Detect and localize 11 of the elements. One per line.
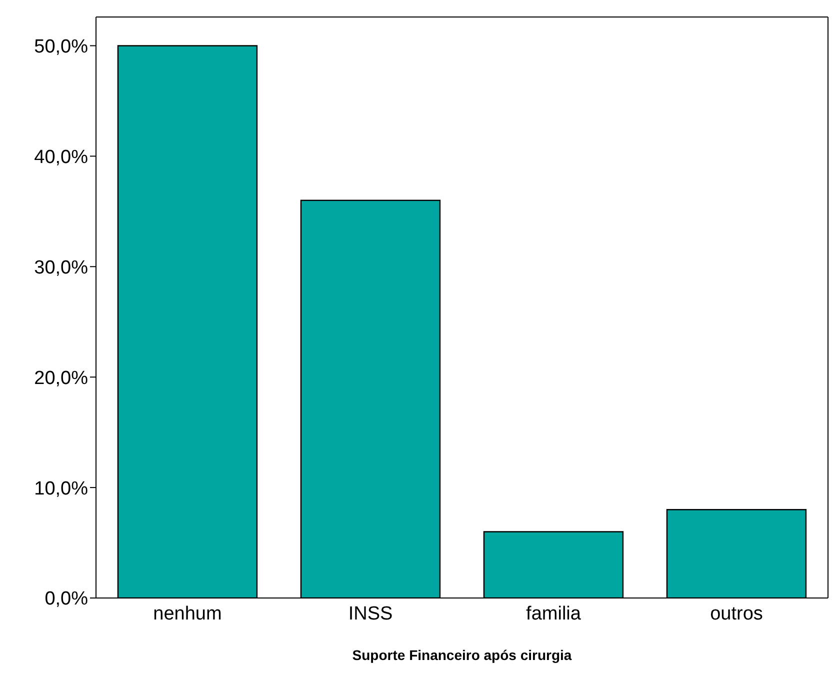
x-tick-label: familia [526, 603, 582, 624]
x-tick-label: INSS [348, 603, 393, 624]
y-tick-label: 0,0% [44, 588, 88, 610]
y-tick-label: 20,0% [34, 368, 88, 389]
x-tick-label: nenhum [153, 603, 222, 624]
y-tick-label: 30,0% [34, 257, 88, 278]
x-axis-title: Suporte Financeiro após cirurgia [352, 647, 572, 663]
y-tick-label: 10,0% [34, 478, 88, 500]
y-tick-label: 40,0% [34, 146, 88, 168]
y-tick-label: 50,0% [34, 36, 88, 58]
x-tick-label: outros [710, 603, 763, 624]
